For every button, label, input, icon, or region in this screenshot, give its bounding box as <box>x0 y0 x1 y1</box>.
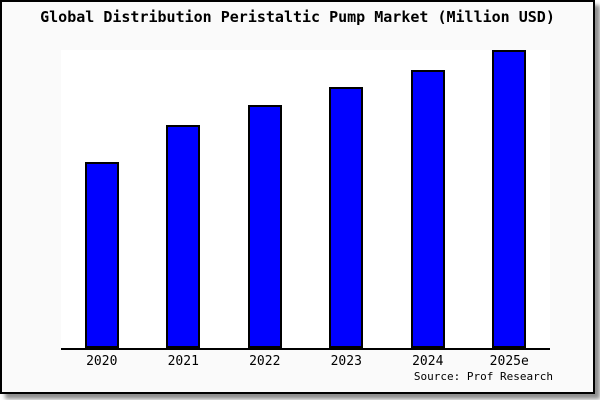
chart-figure: Global Distribution Peristaltic Pump Mar… <box>0 0 595 394</box>
bar-2023 <box>329 87 363 348</box>
x-tick-label-2021: 2021 <box>167 354 199 369</box>
bar-2021 <box>166 125 200 348</box>
x-tick-label-2025e: 2025e <box>489 354 529 369</box>
bar-2025e <box>492 50 526 348</box>
x-tick-label-2022: 2022 <box>249 354 281 369</box>
source-caption: Source: Prof Research <box>413 370 553 383</box>
x-tick-label-2023: 2023 <box>330 354 362 369</box>
plot-area <box>61 50 550 350</box>
bar-2022 <box>248 105 282 348</box>
bar-2024 <box>411 70 445 348</box>
x-tick-label-2020: 2020 <box>86 354 118 369</box>
bar-2020 <box>85 162 119 348</box>
x-tick-label-2024: 2024 <box>412 354 444 369</box>
chart-title: Global Distribution Peristaltic Pump Mar… <box>40 8 555 26</box>
